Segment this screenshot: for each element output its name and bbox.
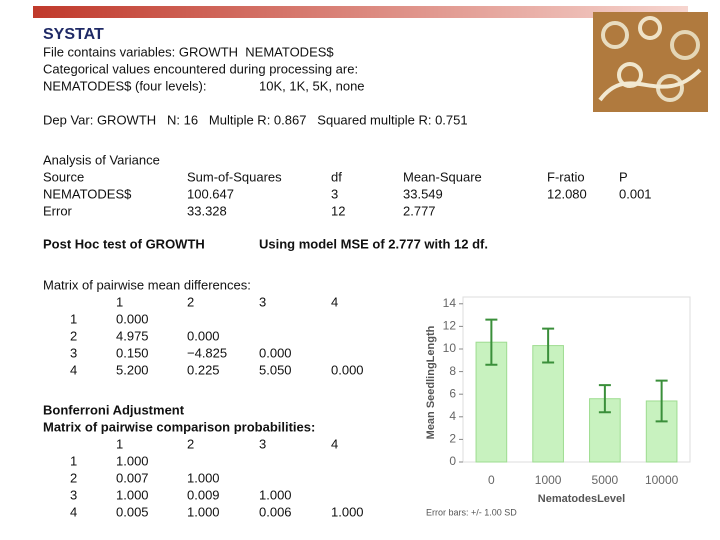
- anova-header: F-ratio: [547, 169, 585, 184]
- y-tick-label: 0: [449, 454, 456, 468]
- anova-cell: 0.001: [619, 186, 652, 201]
- y-tick-label: 8: [449, 364, 456, 378]
- anova-cell: 3: [331, 186, 338, 201]
- anova-cell: 2.777: [403, 203, 436, 218]
- matrix-column: 4: [331, 294, 338, 309]
- matrix-cell: 0.007: [116, 470, 149, 485]
- error-bar: [485, 318, 498, 366]
- matrix-column: 1: [116, 436, 123, 451]
- x-tick-label: 10000: [645, 473, 679, 487]
- matrix-cell: 5.200: [116, 362, 149, 377]
- matrix-row-label: 3: [70, 345, 77, 360]
- chart-footnote: Error bars: +/- 1.00 SD: [426, 507, 517, 517]
- y-axis-title: Mean SeedlingLength: [425, 325, 437, 439]
- matrix-column: 3: [259, 294, 266, 309]
- matrix-cell: 0.150: [116, 345, 149, 360]
- matrix-cell: −4.825: [187, 345, 227, 360]
- y-tick-label: 14: [443, 296, 457, 310]
- bar: [589, 398, 621, 463]
- y-tick-label: 12: [443, 319, 457, 333]
- matrix-column: 1: [116, 294, 123, 309]
- y-tick-label: 10: [443, 341, 457, 355]
- matrix-row-label: 4: [70, 504, 77, 519]
- post-hoc-note: Using model MSE of 2.777 with 12 df.: [259, 236, 488, 251]
- nematode-photo: [593, 12, 708, 112]
- matrix-cell: 1.000: [187, 470, 220, 485]
- matrix-cell: 5.050: [259, 362, 292, 377]
- anova-cell: 12.080: [547, 186, 587, 201]
- anova-cell: NEMATODES$: [43, 186, 132, 201]
- matrix-row-label: 2: [70, 328, 77, 343]
- error-bar: [598, 384, 611, 414]
- matrix-title: Bonferroni Adjustment: [43, 402, 185, 417]
- matrix-column: 2: [187, 294, 194, 309]
- header-band: [33, 6, 688, 18]
- matrix-row-label: 2: [70, 470, 77, 485]
- matrix-cell: 1.000: [259, 487, 292, 502]
- y-tick-label: 6: [449, 386, 456, 400]
- matrix-cell: 0.000: [331, 362, 364, 377]
- post-hoc-title: Post Hoc test of GROWTH: [43, 236, 205, 251]
- matrix-cell: 1.000: [116, 453, 149, 468]
- bar: [475, 341, 508, 463]
- levels: 10K, 1K, 5K, none: [259, 78, 365, 93]
- matrix-column: 3: [259, 436, 266, 451]
- matrix-row-label: 3: [70, 487, 77, 502]
- matrix-cell: 0.000: [116, 311, 149, 326]
- matrix-column: 4: [331, 436, 338, 451]
- bar: [532, 345, 564, 463]
- matrix-cell: 1.000: [187, 504, 220, 519]
- intro-line: Categorical values encountered during pr…: [43, 61, 358, 76]
- anova-cell: 33.328: [187, 203, 227, 218]
- matrix-row-label: 1: [70, 453, 77, 468]
- matrix-cell: 1.000: [116, 487, 149, 502]
- anova-cell: 12: [331, 203, 345, 218]
- x-tick-label: 5000: [592, 473, 619, 487]
- anova-title: Analysis of Variance: [43, 152, 160, 167]
- error-bar: [542, 327, 555, 364]
- anova-header: Sum-of-Squares: [187, 169, 282, 184]
- matrix-cell: 0.000: [259, 345, 292, 360]
- anova-header: df: [331, 169, 342, 184]
- x-tick-label: 0: [488, 473, 495, 487]
- page-title: SYSTAT: [43, 26, 104, 43]
- matrix-row-label: 1: [70, 311, 77, 326]
- anova-cell: Error: [43, 203, 73, 218]
- x-axis-title: NematodesLevel: [538, 493, 625, 505]
- levels-label: NEMATODES$ (four levels):: [43, 78, 207, 93]
- anova-header: Source: [43, 169, 84, 184]
- matrix-cell: 0.009: [187, 487, 220, 502]
- matrix-cell: 0.005: [116, 504, 149, 519]
- anova-header: P: [619, 169, 628, 184]
- matrix-cell: 0.225: [187, 362, 220, 377]
- dep-var: Dep Var: GROWTH N: 16 Multiple R: 0.867 …: [43, 112, 468, 127]
- intro-line: File contains variables: GROWTH NEMATODE…: [43, 44, 334, 59]
- anova-header: Mean-Square: [403, 169, 482, 184]
- matrix-title: Matrix of pairwise comparison probabilit…: [43, 419, 315, 434]
- matrix-cell: 0.000: [187, 328, 220, 343]
- x-tick-label: 1000: [535, 473, 562, 487]
- matrix-column: 2: [187, 436, 194, 451]
- y-tick-label: 2: [449, 432, 456, 446]
- y-tick-label: 4: [449, 409, 456, 423]
- matrix-title: Matrix of pairwise mean differences:: [43, 277, 251, 292]
- error-bar: [655, 379, 668, 423]
- matrix-cell: 4.975: [116, 328, 149, 343]
- matrix-row-label: 4: [70, 362, 77, 377]
- anova-cell: 100.647: [187, 186, 234, 201]
- plot-frame: [462, 296, 691, 463]
- matrix-cell: 0.006: [259, 504, 292, 519]
- matrix-cell: 1.000: [331, 504, 364, 519]
- anova-cell: 33.549: [403, 186, 443, 201]
